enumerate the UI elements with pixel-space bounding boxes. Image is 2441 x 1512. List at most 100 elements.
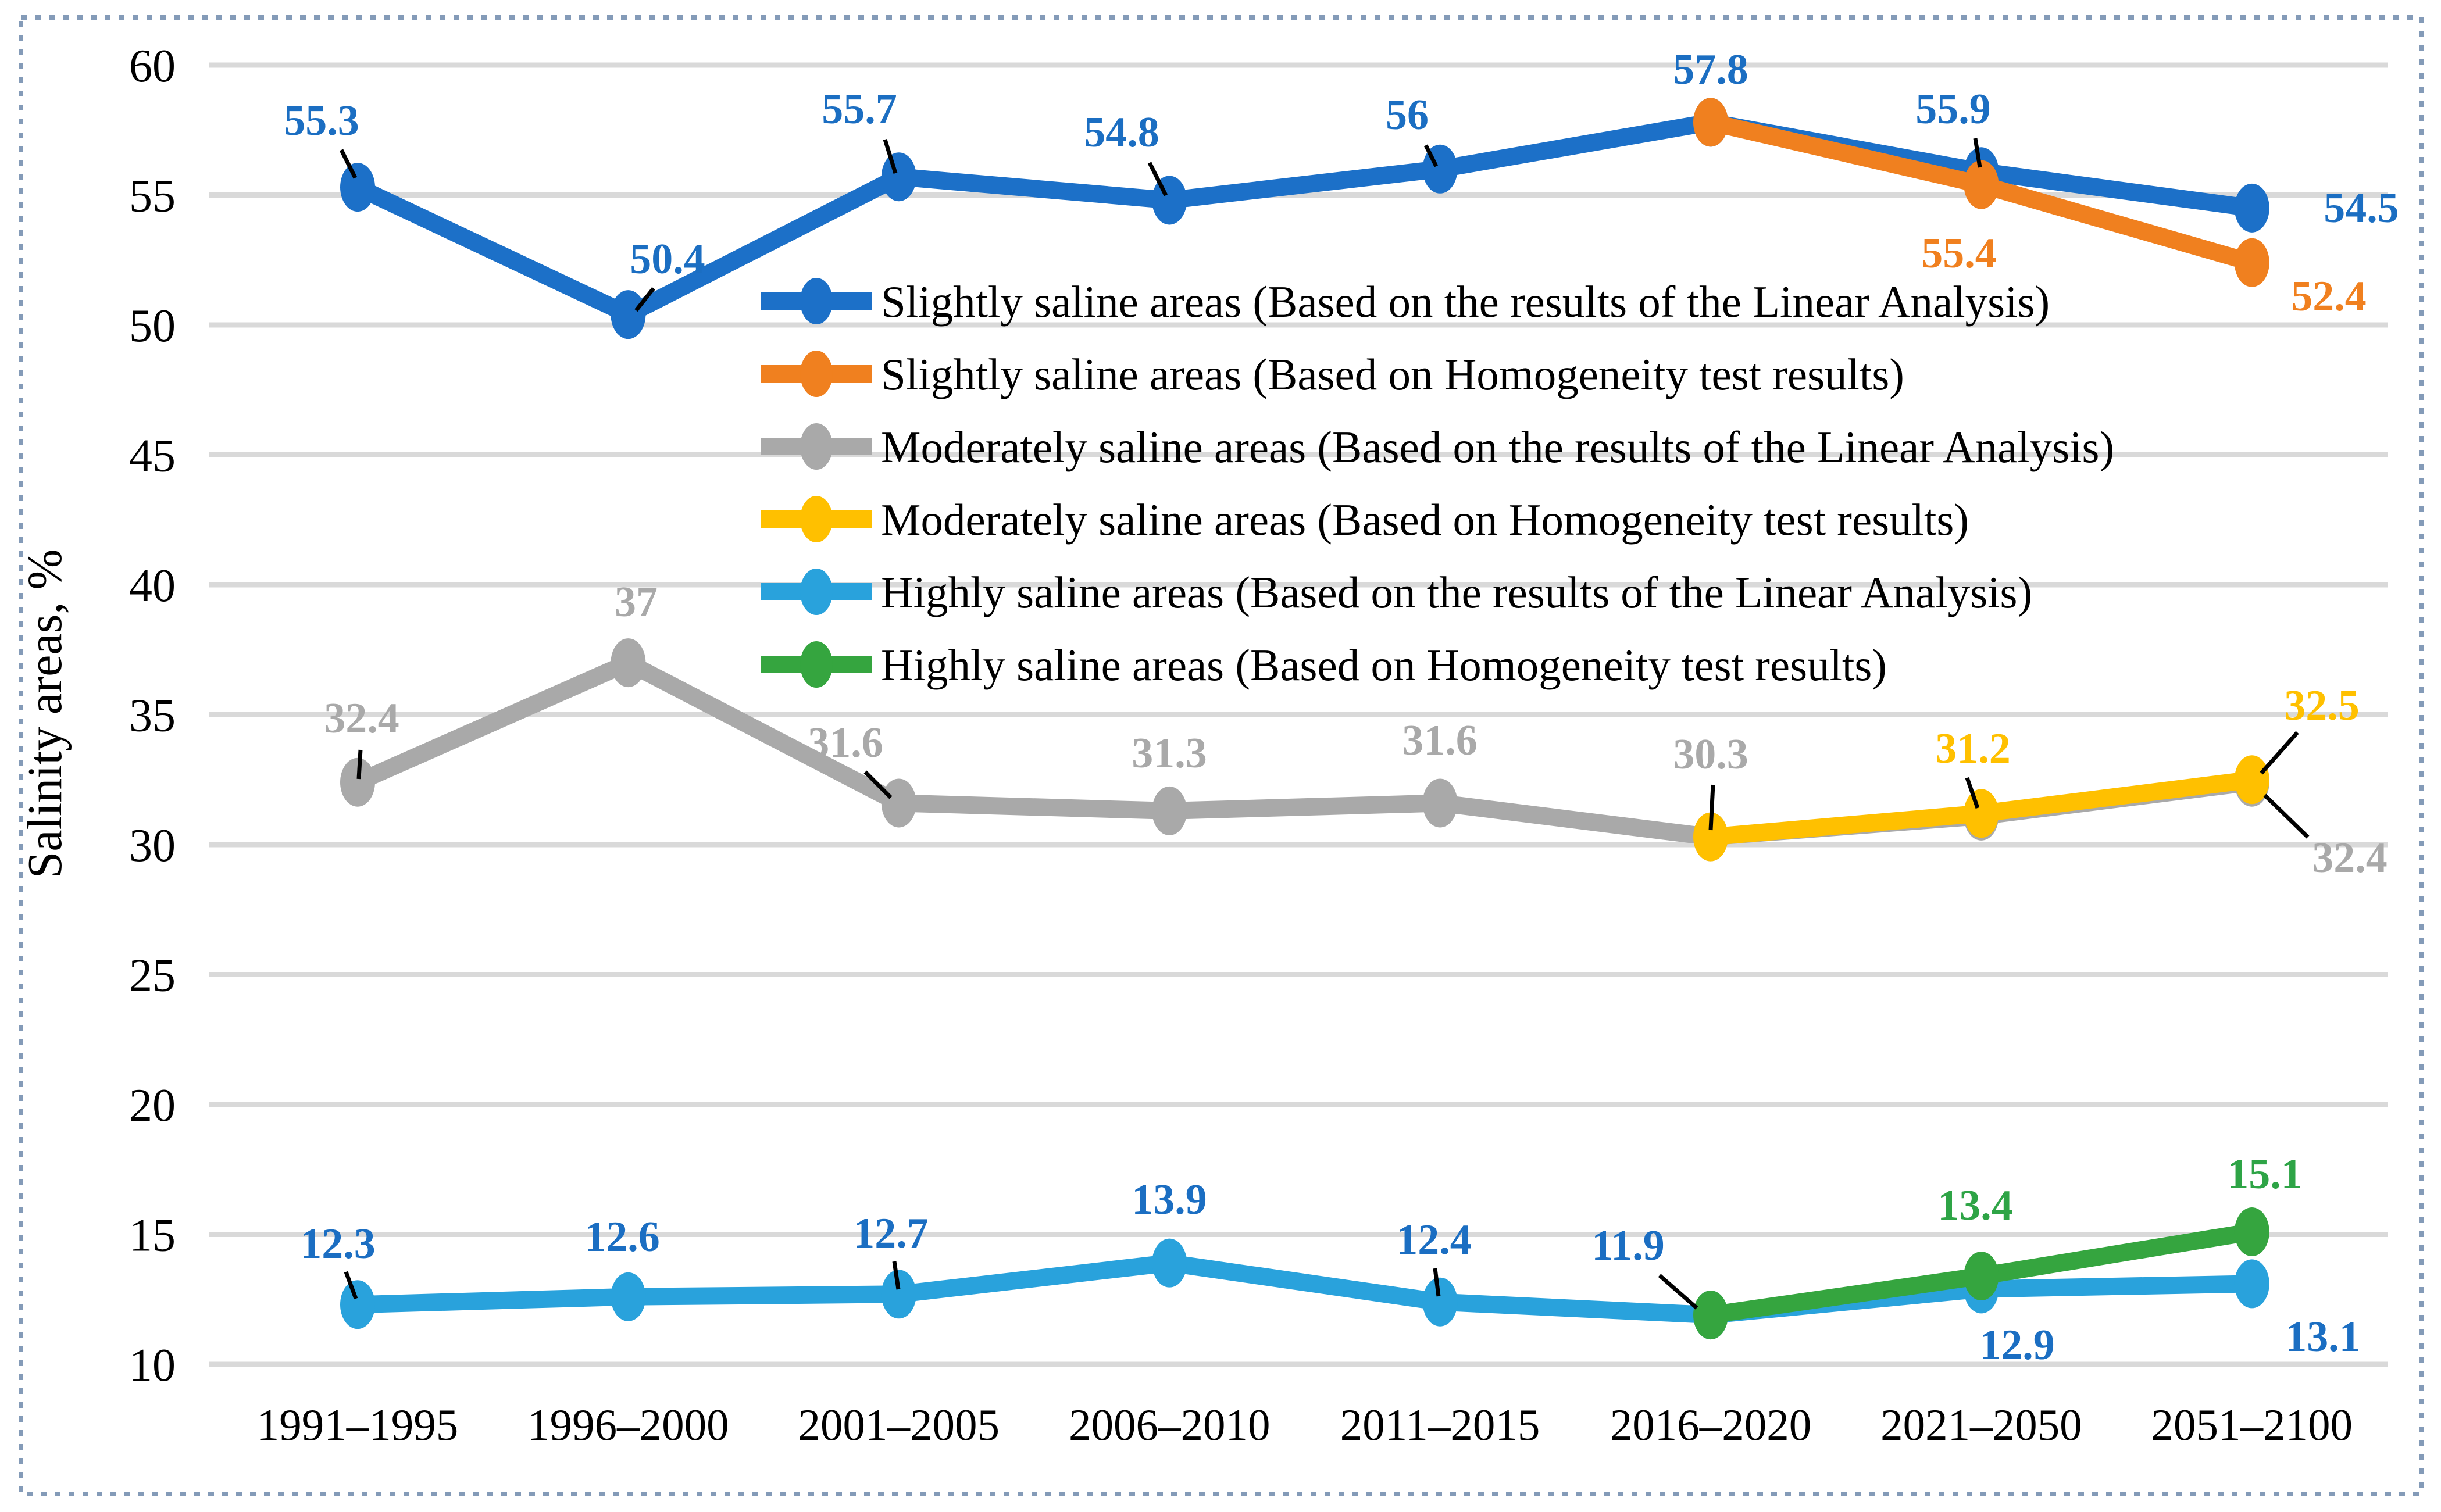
data-label-series-4: 12.7 bbox=[853, 1210, 929, 1257]
data-point-series-4 bbox=[1422, 1277, 1458, 1327]
data-point-series-5 bbox=[2234, 1207, 2269, 1257]
legend-marker-icon bbox=[800, 351, 833, 397]
x-axis-label: 2016–2020 bbox=[1610, 1400, 1812, 1450]
label-leader-line bbox=[356, 749, 363, 780]
data-label-series-4: 12.4 bbox=[1396, 1216, 1472, 1264]
label-leader-line bbox=[1658, 1274, 1698, 1310]
data-label-series-2: 32.4 bbox=[2312, 834, 2388, 882]
data-label-series-0: 55.9 bbox=[1915, 85, 1991, 133]
data-label-series-0: 56 bbox=[1386, 91, 1429, 139]
data-point-series-2 bbox=[340, 757, 375, 807]
data-label-series-1: 55.4 bbox=[1921, 230, 1997, 277]
label-leader-line bbox=[1147, 162, 1168, 196]
data-point-series-5 bbox=[1693, 1291, 1728, 1340]
data-point-series-0 bbox=[881, 152, 916, 202]
label-leader-line bbox=[339, 149, 358, 179]
data-label-series-3: 31.2 bbox=[1935, 725, 2011, 773]
data-point-series-0 bbox=[340, 163, 375, 212]
data-label-series-0: 54.8 bbox=[1084, 109, 1159, 156]
data-label-series-2: 32.4 bbox=[324, 695, 399, 742]
data-point-series-2 bbox=[881, 778, 916, 828]
x-axis-label: 1996–2000 bbox=[527, 1400, 729, 1450]
data-label-series-2: 31.6 bbox=[808, 719, 883, 767]
data-point-series-5 bbox=[1964, 1252, 1999, 1301]
figure-dotted-border bbox=[19, 15, 2424, 1496]
y-tick-label: 50 bbox=[129, 301, 176, 352]
data-point-series-3 bbox=[1693, 812, 1728, 862]
legend-item-label: Slightly saline areas (Based on the resu… bbox=[881, 277, 2050, 327]
data-point-series-4 bbox=[881, 1270, 916, 1319]
label-leader-line bbox=[2260, 731, 2299, 775]
data-label-series-4: 12.9 bbox=[1979, 1321, 2055, 1369]
y-tick-label: 10 bbox=[129, 1340, 176, 1391]
legend-marker-icon bbox=[800, 641, 833, 688]
data-label-series-2: 30.3 bbox=[1673, 731, 1748, 778]
legend-item-label: Highly saline areas (Based on Homogeneit… bbox=[881, 640, 1887, 690]
data-label-series-0: 57.8 bbox=[1673, 46, 1748, 94]
data-label-series-1: 52.4 bbox=[2291, 273, 2367, 320]
label-leader-line bbox=[1973, 138, 1982, 168]
legend-marker-icon bbox=[800, 569, 833, 615]
x-axis-label: 1991–1995 bbox=[257, 1400, 459, 1450]
data-point-series-0 bbox=[611, 290, 646, 339]
data-label-series-4: 12.6 bbox=[584, 1213, 660, 1261]
legend-item-label: Moderately saline areas (Based on the re… bbox=[881, 422, 2114, 472]
data-label-series-0: 50.4 bbox=[630, 235, 705, 283]
data-label-series-5: 13.4 bbox=[1937, 1182, 2013, 1229]
data-point-series-0 bbox=[2234, 183, 2269, 233]
data-point-series-2 bbox=[1422, 778, 1458, 828]
data-label-series-4: 13.9 bbox=[1132, 1176, 1207, 1224]
label-leader-line bbox=[892, 1261, 901, 1290]
label-leader-line bbox=[344, 1271, 358, 1300]
legend-item-label: Highly saline areas (Based on the result… bbox=[881, 567, 2032, 617]
data-point-series-3 bbox=[1964, 789, 1999, 838]
x-axis-label: 2011–2015 bbox=[1340, 1400, 1540, 1450]
data-label-series-0: 54.5 bbox=[2324, 184, 2399, 232]
y-axis-title: Salinity areas, % bbox=[18, 549, 72, 879]
label-leader-line bbox=[634, 287, 655, 312]
data-point-series-4 bbox=[1152, 1238, 1187, 1288]
y-tick-label: 45 bbox=[129, 431, 176, 482]
data-point-series-4 bbox=[340, 1280, 375, 1329]
label-leader-line bbox=[883, 138, 898, 174]
y-tick-label: 20 bbox=[129, 1080, 176, 1131]
label-leader-line bbox=[1708, 784, 1715, 831]
data-label-series-5: 15.1 bbox=[2227, 1150, 2303, 1198]
data-label-series-3: 32.5 bbox=[2284, 682, 2360, 730]
label-leader-line bbox=[863, 770, 893, 799]
series-line-4 bbox=[357, 1254, 2253, 1324]
y-tick-label: 30 bbox=[129, 820, 176, 871]
data-label-series-2: 37 bbox=[615, 578, 658, 626]
legend-item-label: Slightly saline areas (Based on Homogene… bbox=[881, 349, 1904, 399]
label-leader-line bbox=[2263, 793, 2310, 839]
data-point-series-1 bbox=[1693, 98, 1728, 147]
label-leader-line bbox=[1965, 777, 1980, 809]
data-label-series-4: 12.3 bbox=[300, 1220, 376, 1268]
label-leader-line bbox=[1433, 1268, 1441, 1297]
data-point-series-2 bbox=[1152, 786, 1187, 835]
y-tick-label: 35 bbox=[129, 691, 176, 742]
x-axis-label: 2006–2010 bbox=[1069, 1400, 1271, 1450]
x-axis-label: 2021–2050 bbox=[1880, 1400, 2082, 1450]
label-leader-line bbox=[1423, 144, 1439, 167]
series-line-0 bbox=[354, 113, 2253, 324]
y-tick-label: 40 bbox=[129, 560, 176, 612]
data-point-series-1 bbox=[1964, 160, 1999, 209]
data-label-series-4: 11.9 bbox=[1591, 1222, 1664, 1270]
y-tick-label: 15 bbox=[129, 1210, 176, 1261]
legend-item-label: Moderately saline areas (Based on Homoge… bbox=[881, 495, 1969, 545]
data-point-series-3 bbox=[2234, 755, 2269, 805]
data-label-series-2: 31.3 bbox=[1132, 730, 1207, 777]
data-label-series-0: 55.3 bbox=[284, 97, 359, 145]
y-tick-label: 25 bbox=[129, 950, 176, 1002]
legend-marker-icon bbox=[800, 278, 833, 324]
data-label-series-2: 31.6 bbox=[1402, 717, 1478, 764]
data-point-series-1 bbox=[2234, 238, 2269, 287]
legend-marker-icon bbox=[800, 423, 833, 470]
data-point-series-4 bbox=[2234, 1259, 2269, 1309]
legend-marker-icon bbox=[800, 496, 833, 542]
data-point-series-2 bbox=[611, 638, 646, 688]
data-point-series-0 bbox=[1152, 176, 1187, 225]
x-axis-label: 2051–2100 bbox=[2151, 1400, 2353, 1450]
